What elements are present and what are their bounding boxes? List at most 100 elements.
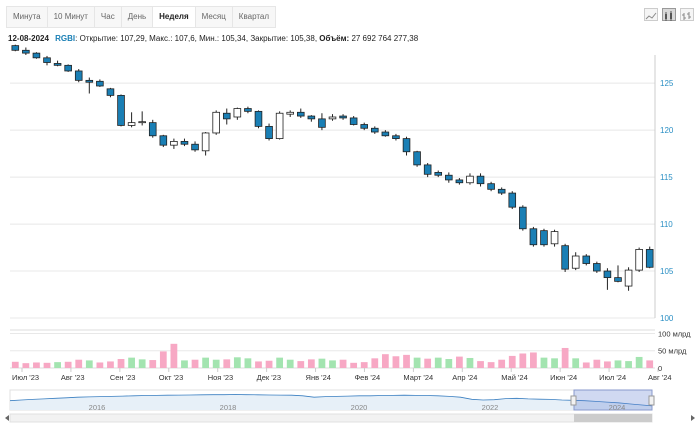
volume-bar [572, 358, 580, 368]
x-tick-label: Фев '24 [354, 373, 380, 382]
candle-body [603, 270, 612, 279]
candle-body [148, 122, 157, 137]
volume-bar [371, 358, 379, 368]
volume-bar [170, 343, 178, 368]
tab-4[interactable]: Неделя [152, 6, 195, 28]
volume-bar [33, 362, 40, 368]
info-low-label: Мин.: [199, 34, 220, 43]
volume-bar [508, 355, 516, 368]
volume-bar [54, 362, 61, 368]
navigator-year-label: 2024 [609, 403, 626, 412]
candle-body [222, 112, 231, 120]
candle-body [64, 64, 72, 72]
volume-bar [11, 361, 19, 368]
candle-body [296, 111, 305, 117]
x-tick-label: Март '24 [403, 373, 433, 382]
volume-bar [413, 357, 421, 368]
x-tick-label: Авг '23 [61, 373, 85, 382]
ohlc-info-line: 12-08-2024 RGBI: Открытие: 107,29, Макс.… [8, 34, 419, 43]
volume-bar [128, 357, 135, 368]
volume-bar [593, 359, 601, 368]
y-tick-label: 110 [660, 220, 673, 229]
volume-bar [297, 361, 305, 368]
volume-bar [561, 347, 569, 368]
candle-body [423, 164, 432, 175]
candle-body [180, 141, 189, 145]
volume-bar [233, 357, 241, 368]
candle-body [571, 255, 580, 269]
x-tick-label: Июл '24 [599, 373, 626, 382]
tab-0[interactable]: Минута [6, 6, 47, 28]
x-tick-label: Май '24 [501, 373, 528, 382]
line-chart-icon[interactable] [644, 8, 658, 21]
tab-6[interactable]: Квартал [231, 6, 277, 28]
volume-bar [265, 360, 273, 368]
navigator-year-label: 2020 [351, 403, 368, 412]
volume-tick-label: 50 млрд [658, 347, 687, 356]
volume-bar [339, 359, 347, 368]
volume-bar [381, 354, 389, 368]
info-ticker: RGBI [55, 34, 76, 43]
x-tick-label: Авг '24 [648, 373, 672, 382]
candle-body [529, 228, 538, 246]
navigator-handle-left [570, 395, 577, 406]
candle-body [540, 230, 548, 246]
volume-bar [434, 357, 442, 368]
bar-chart-icon[interactable] [680, 8, 694, 21]
info-high-label: Макс.: [149, 34, 173, 43]
candle-body [275, 112, 284, 139]
volume-bar [403, 354, 410, 368]
candle-body [413, 151, 421, 166]
tab-2[interactable]: Час [93, 6, 121, 28]
tab-1[interactable]: 10 Минут [46, 6, 94, 28]
candle-body [265, 125, 273, 139]
info-open-label: Открытие: [79, 34, 118, 43]
candle-body [254, 110, 263, 127]
scrollbar-track [9, 413, 653, 423]
candle-body [106, 88, 115, 96]
volume-bar [530, 352, 537, 368]
candle-body [381, 131, 390, 137]
candle-body [392, 135, 400, 139]
info-low: 105,34, [221, 34, 249, 43]
candle-body [96, 80, 104, 87]
scroll-left-icon [5, 415, 9, 421]
info-high: 107,6, [174, 34, 197, 43]
navigator-year-label: 2018 [220, 403, 237, 412]
candle-body [349, 117, 358, 125]
volume-bar [424, 358, 432, 368]
candle-body [170, 141, 178, 146]
candle-body [191, 143, 199, 151]
candle-body [32, 52, 41, 59]
candle-body [593, 263, 601, 272]
candlestick-icon[interactable] [662, 8, 676, 21]
candle-body [487, 183, 495, 190]
candle-body [233, 108, 242, 118]
candle-body [339, 115, 347, 119]
candle-body [127, 122, 136, 126]
candle-body [138, 121, 146, 124]
x-tick-label: Сен '23 [110, 373, 136, 382]
info-close: 105,38, [290, 34, 318, 43]
y-tick-label: 100 [660, 314, 674, 323]
candle-body [360, 124, 369, 129]
x-tick-label: Июл '23 [12, 373, 39, 382]
candle-body [117, 94, 125, 126]
candle-body [508, 192, 517, 208]
info-volume-label: Объём: [319, 34, 350, 43]
volume-bar [96, 362, 104, 368]
volume-bar [477, 361, 484, 368]
tab-3[interactable]: День [120, 6, 153, 28]
volume-bar [138, 359, 146, 368]
volume-bar [329, 360, 336, 368]
navigator-area [10, 394, 652, 410]
x-tick-label: Янв '24 [306, 373, 331, 382]
candle-body [645, 249, 654, 268]
candle-body [307, 115, 316, 120]
navigator-year-label: 2022 [482, 403, 499, 412]
volume-bar [286, 359, 294, 368]
volume-bar [487, 362, 495, 368]
tab-5[interactable]: Месяц [194, 6, 232, 28]
volume-bar [318, 358, 326, 368]
